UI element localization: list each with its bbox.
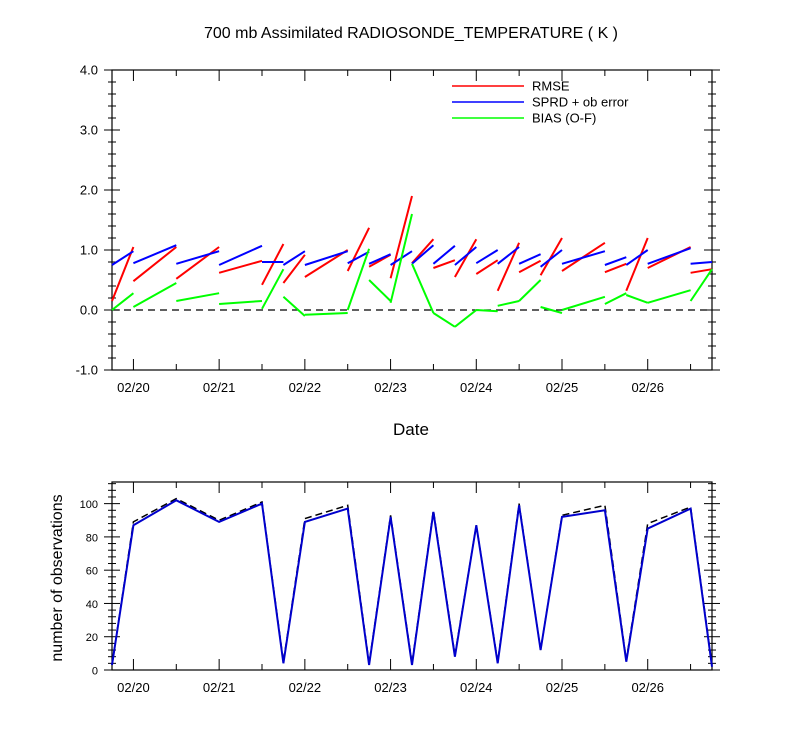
top-y-tick-label: 2.0: [80, 183, 98, 198]
bottom-x-tick-label: 02/23: [374, 680, 407, 695]
bottom-y-tick-label: 100: [80, 499, 98, 511]
bottom-y-axis-label: number of observations: [49, 494, 66, 661]
top-x-tick-label: 02/20: [117, 380, 150, 395]
top-y-tick-label: 3.0: [80, 123, 98, 138]
top-x-tick-label: 02/23: [374, 380, 407, 395]
legend-label-bias-o-f: BIAS (O-F): [532, 111, 596, 126]
top-x-tick-label: 02/22: [289, 380, 322, 395]
bottom-plot-area: 02/20 02/21 02/22 02/23 02/24 02/25 02/26 0 20 40…: [80, 481, 720, 695]
bottom-y-tick-label: 0: [92, 666, 98, 678]
top-y-tick-label: 4.0: [80, 63, 98, 78]
legend-label-rmse: RMSE: [532, 79, 570, 94]
bottom-x-tick-label: 02/25: [546, 680, 579, 695]
top-x-tick-label: 02/25: [546, 380, 579, 395]
bottom-x-tick-label: 02/20: [117, 680, 150, 695]
top-x-tick-label: 02/26: [631, 380, 664, 395]
top-x-axis-label: Date: [393, 420, 429, 439]
bottom-y-tick-label: 60: [86, 566, 98, 578]
bottom-plot-frame: [111, 481, 713, 671]
obs-count-line-solid: [111, 499, 713, 667]
top-plot-area: 02/20 02/21 02/22 02/23 02/24 02/25 02/26 -1.0 0…: [76, 63, 720, 395]
top-plot-frame: [111, 69, 713, 371]
bottom-y-tick-label: 20: [86, 632, 98, 644]
top-y-tick-label: 1.0: [80, 243, 98, 258]
obs-count-line-dashed: [111, 497, 713, 666]
top-x-tick-label: 02/24: [460, 380, 493, 395]
top-y-tick-label: -1.0: [76, 363, 98, 378]
legend-label-sprd-ob-error: SPRD + ob error: [532, 95, 629, 110]
series-line-sprd-ob-error: [111, 244, 713, 268]
bottom-x-tick-label: 02/26: [631, 680, 664, 695]
bottom-x-tick-label: 02/22: [289, 680, 322, 695]
top-chart-title: 700 mb Assimilated RADIOSONDE_TEMPERATUR…: [204, 25, 618, 42]
bottom-x-tick-label: 02/24: [460, 680, 493, 695]
bottom-y-tick-label: 80: [86, 532, 98, 544]
series-line-bias-o-f: [111, 213, 713, 328]
bottom-y-tick-label: 40: [86, 599, 98, 611]
top-y-tick-label: 0.0: [80, 303, 98, 318]
bottom-x-tick-label: 02/21: [203, 680, 236, 695]
series-line-rmse: [111, 195, 713, 302]
top-x-tick-label: 02/21: [203, 380, 236, 395]
